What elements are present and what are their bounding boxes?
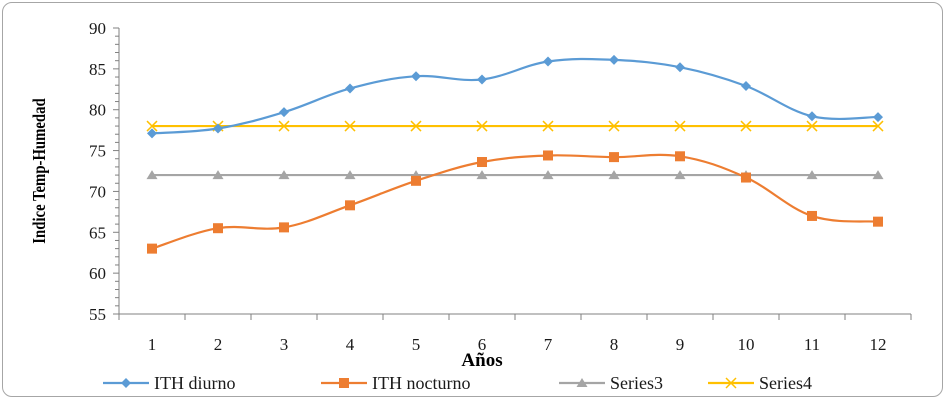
data-point-series-3: [674, 170, 686, 180]
x-tick-label: 2: [214, 335, 223, 354]
x-tick-label: 9: [676, 335, 685, 354]
data-point-series-4: [542, 120, 554, 132]
data-point-series-2: [147, 243, 157, 254]
data-point-series-4: [608, 120, 620, 132]
data-point-series-3: [278, 170, 290, 180]
x-tick-label: 11: [804, 335, 820, 354]
y-tick-label: 65: [89, 223, 106, 242]
data-point-series-1: [543, 56, 553, 67]
data-point-series-1: [609, 54, 619, 65]
legend-label-4: Series4: [759, 373, 812, 393]
data-point-series-3: [806, 170, 818, 180]
legend: ITH diurno ITH nocturno Series3 Series4: [103, 373, 812, 393]
data-point-series-3: [608, 170, 620, 180]
legend-label-3: Series3: [610, 373, 663, 393]
data-point-series-4: [410, 120, 422, 132]
y-tick-label: 70: [89, 182, 106, 201]
data-point-series-2: [279, 222, 289, 233]
data-point-series-4: [872, 120, 884, 132]
x-tick-label: 12: [870, 335, 887, 354]
data-point-series-2: [675, 151, 685, 162]
data-point-series-4: [806, 120, 818, 132]
data-point-series-4: [476, 120, 488, 132]
legend-marker-1: [121, 378, 131, 388]
y-axis-title: Indice Temp-Humedad: [29, 98, 50, 243]
data-point-series-1: [213, 123, 223, 134]
data-point-series-3: [212, 170, 224, 180]
data-point-series-1: [411, 71, 421, 82]
data-point-series-2: [741, 172, 751, 183]
data-point-series-2: [543, 150, 553, 161]
data-point-series-2: [873, 216, 883, 227]
data-point-series-3: [344, 170, 356, 180]
data-point-series-1: [807, 111, 817, 122]
y-tick-label: 55: [89, 305, 106, 324]
y-tick-label: 75: [89, 142, 106, 161]
data-point-series-3: [542, 170, 554, 180]
data-point-series-4: [344, 120, 356, 132]
legend-label-1: ITH diurno: [154, 373, 235, 393]
x-tick-label: 3: [280, 335, 289, 354]
data-point-series-4: [674, 120, 686, 132]
data-point-series-1: [279, 107, 289, 118]
legend-marker-2: [339, 378, 349, 388]
y-tick-label: 60: [89, 264, 106, 283]
data-point-series-1: [345, 83, 355, 94]
y-tick-label: 85: [89, 60, 106, 79]
legend-marker-4: [725, 377, 737, 389]
legend-label-2: ITH nocturno: [372, 373, 470, 393]
x-tick-label: 7: [544, 335, 553, 354]
x-tick-label: 8: [610, 335, 619, 354]
data-point-series-1: [147, 128, 157, 139]
y-tick-label: 80: [89, 101, 106, 120]
chart-frame: [2, 2, 943, 397]
data-point-series-3: [476, 170, 488, 180]
series-line-1: [151, 57, 879, 135]
series-layer: [146, 54, 884, 254]
y-tick-label: 90: [89, 19, 106, 38]
x-axis-title: Años: [461, 350, 502, 371]
x-tick-label: 4: [346, 335, 355, 354]
data-point-series-1: [675, 62, 685, 73]
data-point-series-4: [278, 120, 290, 132]
data-point-series-2: [477, 157, 487, 168]
data-point-series-2: [411, 175, 421, 186]
x-tick-label: 6: [478, 335, 487, 354]
data-point-series-1: [741, 81, 751, 92]
x-tick-label: 1: [148, 335, 157, 354]
data-point-series-4: [146, 120, 158, 132]
data-point-series-3: [872, 170, 884, 180]
data-point-series-2: [213, 223, 223, 234]
data-point-series-2: [609, 152, 619, 163]
data-point-series-1: [477, 74, 487, 85]
data-point-series-4: [740, 120, 752, 132]
x-tick-label: 5: [412, 335, 421, 354]
data-point-series-1: [873, 112, 883, 123]
series-line-2: [151, 153, 879, 250]
data-point-series-2: [345, 200, 355, 211]
x-tick-label: 10: [738, 335, 755, 354]
legend-marker-3: [576, 378, 588, 387]
data-point-series-2: [807, 210, 817, 221]
data-point-series-3: [146, 170, 158, 180]
